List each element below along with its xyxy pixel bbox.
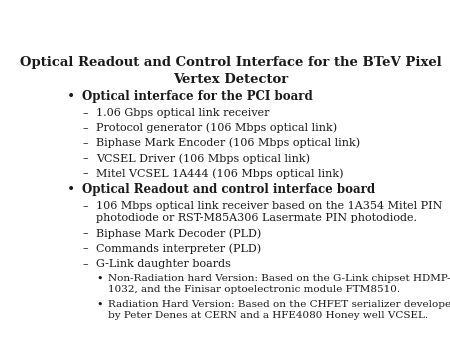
Text: VCSEL Driver (106 Mbps optical link): VCSEL Driver (106 Mbps optical link): [96, 153, 310, 164]
Text: –: –: [82, 244, 88, 254]
Text: Optical Readout and Control Interface for the BTeV Pixel
Vertex Detector: Optical Readout and Control Interface fo…: [20, 56, 441, 86]
Text: •: •: [67, 90, 75, 104]
Text: –: –: [82, 138, 88, 148]
Text: –: –: [82, 108, 88, 118]
Text: Radiation Hard Version: Based on the CHFET serializer developed
by Peter Denes a: Radiation Hard Version: Based on the CHF…: [108, 300, 450, 320]
Text: –: –: [82, 123, 88, 133]
Text: Non-Radiation hard Version: Based on the G-Link chipset HDMP-
1032, and the Fini: Non-Radiation hard Version: Based on the…: [108, 274, 450, 294]
Text: –: –: [82, 201, 88, 211]
Text: 106 Mbps optical link receiver based on the 1A354 Mitel PIN
photodiode or RST-M8: 106 Mbps optical link receiver based on …: [96, 201, 443, 223]
Text: –: –: [82, 153, 88, 163]
Text: –: –: [82, 228, 88, 239]
Text: Mitel VCSEL 1A444 (106 Mbps optical link): Mitel VCSEL 1A444 (106 Mbps optical link…: [96, 168, 344, 179]
Text: Optical Readout and control interface board: Optical Readout and control interface bo…: [82, 183, 376, 196]
Text: •: •: [96, 274, 103, 284]
Text: Commands interpreter (PLD): Commands interpreter (PLD): [96, 244, 261, 254]
Text: 1.06 Gbps optical link receiver: 1.06 Gbps optical link receiver: [96, 108, 270, 118]
Text: –: –: [82, 259, 88, 269]
Text: Biphase Mark Decoder (PLD): Biphase Mark Decoder (PLD): [96, 228, 261, 239]
Text: Protocol generator (106 Mbps optical link): Protocol generator (106 Mbps optical lin…: [96, 123, 338, 134]
Text: –: –: [82, 168, 88, 178]
Text: Optical interface for the PCI board: Optical interface for the PCI board: [82, 90, 313, 103]
Text: Biphase Mark Encoder (106 Mbps optical link): Biphase Mark Encoder (106 Mbps optical l…: [96, 138, 360, 148]
Text: G-Link daughter boards: G-Link daughter boards: [96, 259, 231, 269]
Text: •: •: [96, 300, 103, 310]
Text: •: •: [67, 183, 75, 197]
